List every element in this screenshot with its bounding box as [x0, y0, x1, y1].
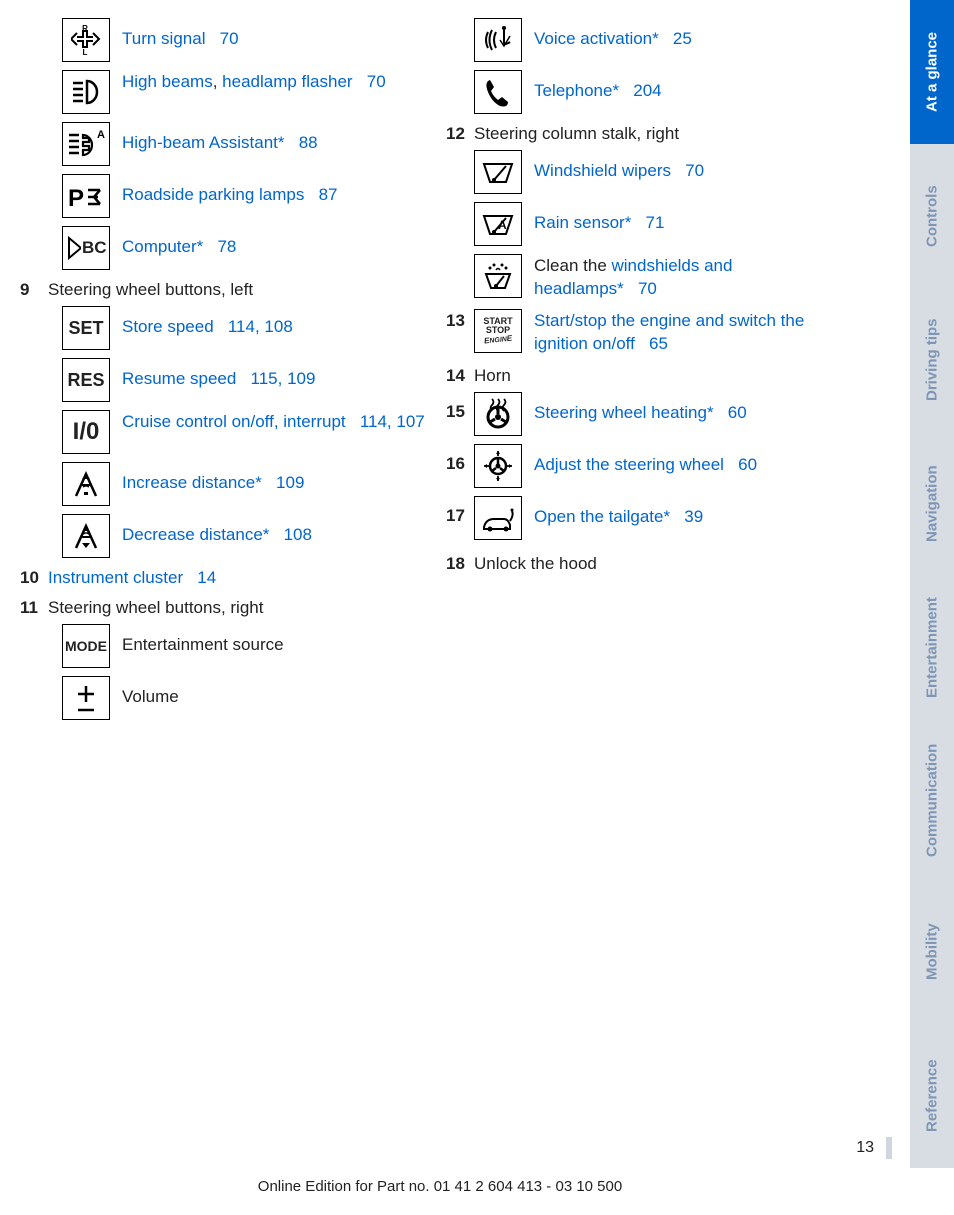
cruise-control-row: I/0 Cruise control on/off, interrupt 114… — [62, 410, 434, 454]
item-15: 15 Steering wheel heating* 60 — [446, 392, 844, 436]
high-beam-icon — [62, 70, 110, 114]
bc-icon: BC — [62, 226, 110, 270]
section-12-header: 12 Steering column stalk, right — [446, 124, 844, 144]
item-14: 14 Horn — [446, 366, 844, 386]
tab-driving-tips[interactable]: Driving tips — [910, 288, 954, 432]
page-number: 13 — [856, 1139, 874, 1157]
tab-at-a-glance[interactable]: At a glance — [910, 0, 954, 144]
increase-distance-icon — [62, 462, 110, 506]
io-icon: I/0 — [62, 410, 110, 454]
item-16: 16 Adjust the steering wheel 60 — [446, 444, 844, 488]
turn-signal-row: Turn signal 70 — [62, 18, 434, 62]
res-icon: RES — [62, 358, 110, 402]
resume-speed-row: RES Resume speed 115, 109 — [62, 358, 434, 402]
item-18: 18 Unlock the hood — [446, 554, 844, 574]
mode-icon: MODE — [62, 624, 110, 668]
set-icon: SET — [62, 306, 110, 350]
side-tabs: At a glanceControlsDriving tipsNavigatio… — [910, 0, 954, 1215]
parking-lamp-icon — [62, 174, 110, 218]
page-bar — [886, 1137, 892, 1159]
volume-row: Volume — [62, 676, 434, 720]
adjust-wheel-icon — [474, 444, 522, 488]
plus-minus-icon — [62, 676, 110, 720]
telephone-row: Telephone* 204 — [474, 70, 844, 114]
rain-sensor-icon — [474, 202, 522, 246]
item-13: 13 START STOP ENGINE Start/stop the engi… — [446, 309, 844, 356]
section-11-header: 11 Steering wheel buttons, right — [20, 598, 434, 618]
pre-section-9-items: Turn signal 70 High beams, head­lamp fla… — [34, 18, 434, 270]
wiper-icon — [474, 150, 522, 194]
voice-icon — [474, 18, 522, 62]
section-9-header: 9 Steering wheel buttons, left — [20, 280, 434, 300]
tab-navigation[interactable]: Navigation — [910, 432, 954, 576]
high-beams-row: High beams, head­lamp flasher 70 — [62, 70, 434, 114]
entertainment-source-row: MODE Entertainment source — [62, 624, 434, 668]
item-10: 10 Instrument cluster 14 — [20, 568, 434, 588]
phone-icon — [474, 70, 522, 114]
decrease-distance-icon — [62, 514, 110, 558]
washer-icon — [474, 254, 522, 298]
wheel-heat-icon — [474, 392, 522, 436]
footer-text: Online Edition for Part no. 01 41 2 604 … — [0, 1178, 880, 1195]
store-speed-row: SET Store speed 114, 108 — [62, 306, 434, 350]
high-beam-assist-icon — [62, 122, 110, 166]
tab-controls[interactable]: Controls — [910, 144, 954, 288]
tailgate-icon — [474, 496, 522, 540]
rain-sensor-row: Rain sensor* 71 — [474, 202, 844, 246]
roadside-parking-row: Roadside parking lamps 87 — [62, 174, 434, 218]
decrease-distance-row: Decrease distance* 108 — [62, 514, 434, 558]
high-beam-assist-row: High-beam Assistant* 88 — [62, 122, 434, 166]
increase-distance-row: Increase distance* 109 — [62, 462, 434, 506]
item-17: 17 Open the tailgate* 39 — [446, 496, 844, 540]
tab-communication[interactable]: Communication — [910, 720, 954, 880]
tab-mobility[interactable]: Mobility — [910, 880, 954, 1024]
windshield-wipers-row: Windshield wipers 70 — [474, 150, 844, 194]
clean-windshield-row: Clean the windshields and headlamps* 70 — [474, 254, 844, 301]
turn-signal-icon — [62, 18, 110, 62]
computer-row: BC Computer* 78 — [62, 226, 434, 270]
tab-reference[interactable]: Reference — [910, 1024, 954, 1168]
start-stop-icon: START STOP ENGINE — [474, 309, 522, 353]
voice-activation-row: Voice activation* 25 — [474, 18, 844, 62]
tab-entertainment[interactable]: Entertainment — [910, 576, 954, 720]
link[interactable]: Turn signal — [122, 29, 205, 48]
